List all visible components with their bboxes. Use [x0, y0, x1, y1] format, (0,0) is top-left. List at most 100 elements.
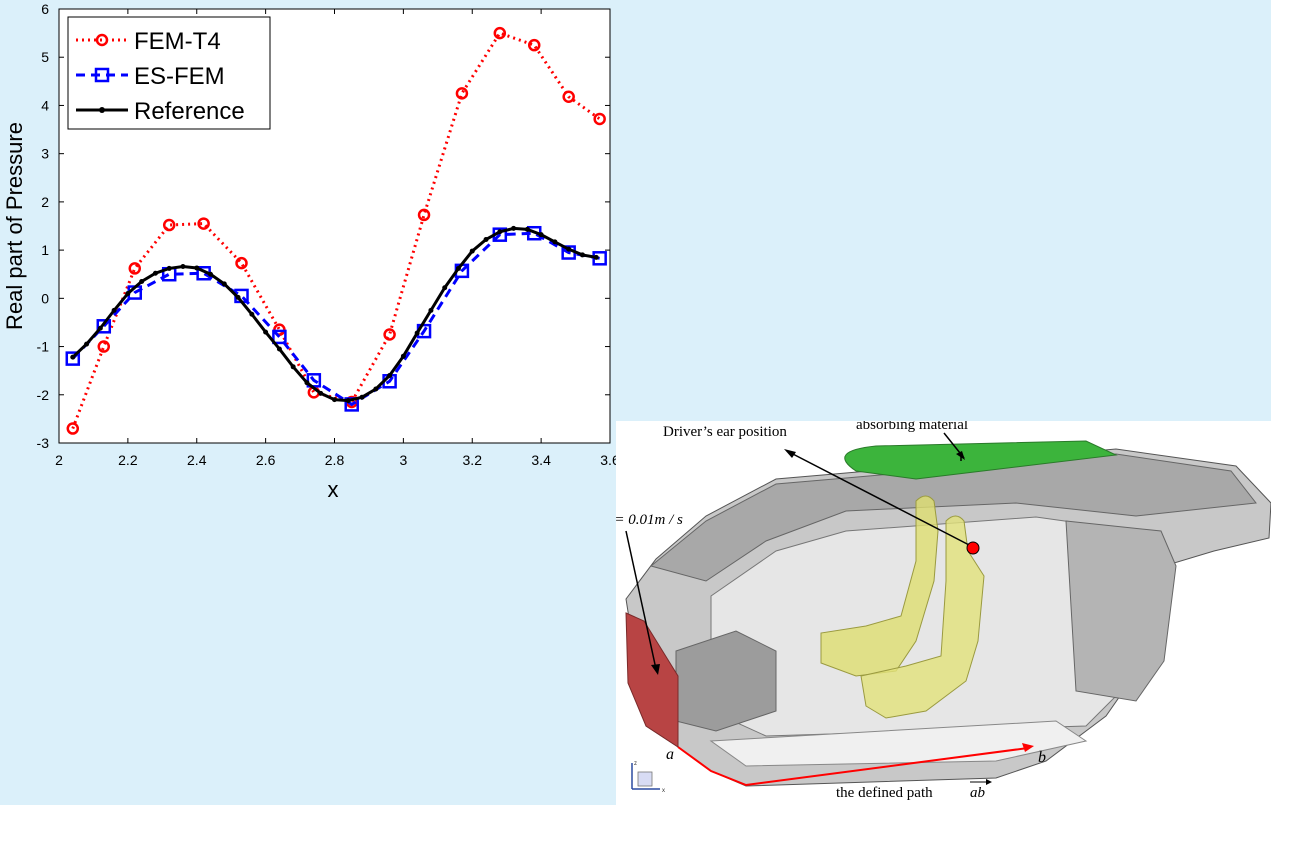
defined-path-arrowhead	[1022, 743, 1034, 752]
y-tick-label: 5	[41, 49, 49, 65]
y-tick-label: 0	[41, 290, 49, 306]
ear-pointer-arrow	[788, 451, 974, 548]
x-tick-label: 2.4	[187, 452, 207, 468]
dashboard	[675, 630, 777, 732]
ear-position-label: Driver’s ear position	[663, 424, 787, 440]
axis-triad-cube	[637, 771, 653, 787]
data-point-es-fem	[96, 319, 112, 334]
x-tick-label: 2	[55, 452, 63, 468]
y-tick-label: 4	[41, 97, 49, 113]
data-point-reference	[428, 307, 434, 313]
path-vector-label: ab	[970, 785, 986, 801]
data-point-fem-t4	[128, 262, 142, 275]
data-point-reference	[125, 291, 131, 297]
data-point-reference	[139, 278, 145, 284]
data-point-reference	[70, 354, 76, 360]
data-point-reference	[345, 398, 351, 404]
data-point-fem-t4	[493, 26, 507, 40]
data-point-reference	[84, 341, 90, 347]
axis-triad-x-label: x	[662, 788, 665, 794]
data-point-reference	[111, 307, 117, 313]
data-point-reference	[442, 285, 448, 291]
data-point-reference	[221, 281, 227, 287]
data-point-reference	[318, 390, 324, 396]
data-point-fem-t4	[383, 328, 396, 341]
x-tick-label: 3	[399, 452, 407, 468]
data-point-reference	[249, 311, 255, 317]
data-point-reference	[511, 225, 517, 231]
series-line-fem-t4	[71, 31, 601, 430]
data-point-reference	[180, 264, 186, 270]
data-point-reference	[359, 394, 365, 400]
legend-marker-es-fem	[94, 67, 110, 83]
legend-label-reference: Reference	[134, 98, 245, 125]
data-point-reference	[593, 254, 599, 260]
x-tick-label: 3.4	[531, 452, 551, 468]
ear-pointer-arrowhead	[784, 449, 796, 458]
legend: FEM-T4 ES-FEM Reference	[67, 16, 271, 130]
data-point-fem-t4	[593, 112, 606, 126]
legend-label-es-fem: ES-FEM	[134, 63, 225, 90]
data-point-fem-t4	[97, 340, 111, 353]
data-point-fem-t4	[235, 256, 248, 270]
x-tick-label: 2.8	[325, 452, 345, 468]
data-point-fem-t4	[197, 217, 210, 230]
series-line-es-fem	[71, 231, 600, 407]
data-point-fem-t4	[562, 90, 575, 104]
point-b-label: b	[1038, 749, 1046, 766]
data-point-reference	[97, 325, 103, 331]
path-vector-arrowhead	[986, 779, 992, 785]
data-point-reference	[538, 232, 544, 238]
data-point-reference	[483, 237, 489, 243]
defined-path-label: the defined path	[836, 785, 933, 801]
data-point-fem-t4	[527, 38, 541, 52]
pressure-chart: 2 2.2 2.4 2.6 2.8 3 3.2 3.4 3.6 -3 -2 -1 0 1 2 3 4 5 6 FEM…	[2, 1, 616, 502]
data-point-reference	[235, 294, 241, 300]
data-point-reference	[194, 265, 200, 271]
y-tick-label: -3	[37, 435, 50, 451]
data-point-reference	[455, 265, 461, 271]
data-point-reference	[290, 364, 296, 370]
velocity-pointer-arrowhead	[651, 664, 660, 675]
data-point-reference	[263, 329, 269, 335]
data-point-reference	[152, 270, 158, 276]
y-tick-label: 2	[41, 194, 49, 210]
x-tick-label: 2.2	[118, 452, 138, 468]
rear-wall	[1065, 520, 1177, 702]
x-tick-label: 3.6	[600, 452, 616, 468]
data-point-fem-t4	[417, 208, 431, 222]
data-point-es-fem	[65, 351, 81, 366]
y-tick-label: 3	[41, 146, 49, 162]
velocity-label: v = 0.01m / s	[616, 512, 683, 528]
legend-label-fem-t4: FEM-T4	[134, 28, 221, 55]
x-tick-label: 2.6	[256, 452, 276, 468]
data-point-reference	[304, 380, 310, 386]
data-point-reference	[524, 226, 530, 232]
y-tick-label: 1	[41, 242, 49, 258]
data-point-reference	[400, 353, 406, 359]
absorbing-material-region	[844, 440, 1118, 480]
data-point-reference	[373, 386, 379, 392]
data-point-reference	[276, 346, 282, 352]
legend-marker-reference	[99, 107, 105, 113]
data-point-reference	[208, 271, 214, 277]
driver-seat	[820, 495, 939, 677]
data-point-fem-t4	[455, 87, 469, 100]
y-tick-label: -1	[37, 339, 50, 355]
absorbing-pointer-arrowhead	[956, 451, 965, 460]
cabin-model	[625, 440, 1271, 787]
x-axis-label: x	[328, 477, 339, 502]
background-right	[616, 0, 1271, 421]
axis-triad-icon: z x	[631, 761, 665, 794]
ear-position-marker	[966, 541, 980, 555]
axis-triad-z-label: z	[634, 761, 637, 767]
absorbing-material-label: absorbing material	[856, 421, 968, 433]
velocity-pointer-line	[625, 530, 657, 670]
data-point-es-fem	[272, 329, 287, 345]
point-a-label: a	[666, 746, 674, 763]
data-point-reference	[566, 246, 572, 252]
cabin-roof	[649, 453, 1257, 582]
data-point-reference	[414, 330, 420, 336]
data-point-reference	[497, 229, 503, 235]
data-point-reference	[166, 265, 172, 271]
